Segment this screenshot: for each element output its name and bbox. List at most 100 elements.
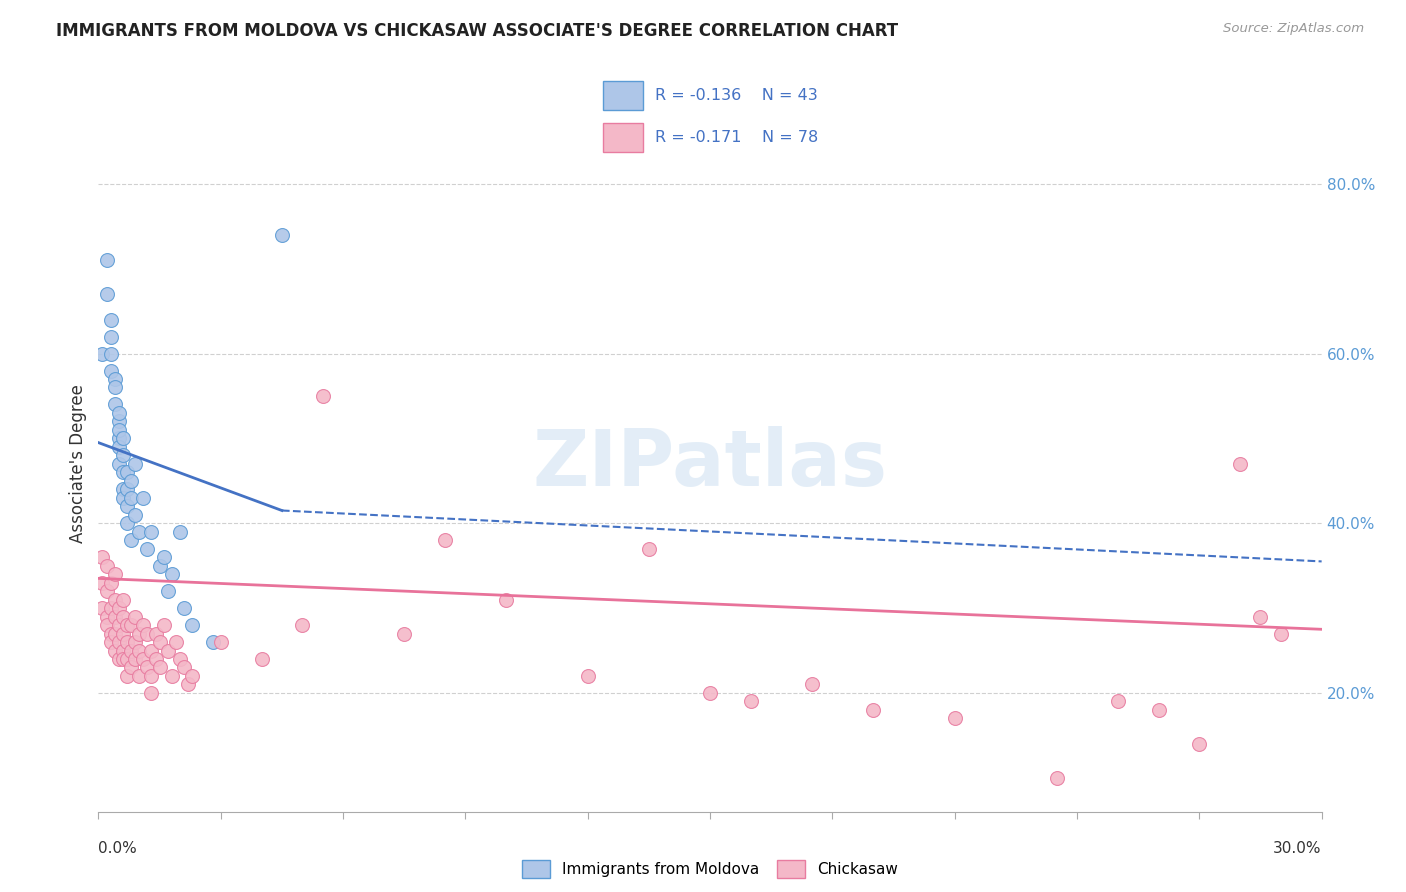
- Point: [100, 626, 122, 640]
- FancyBboxPatch shape: [603, 81, 643, 110]
- Point: [120, 643, 142, 657]
- Point: [104, 372, 127, 386]
- Point: [108, 457, 131, 471]
- Point: [100, 312, 122, 326]
- Point: [177, 677, 200, 691]
- Point: [108, 406, 131, 420]
- Text: IMMIGRANTS FROM MOLDOVA VS CHICKASAW ASSOCIATE'S DEGREE CORRELATION CHART: IMMIGRANTS FROM MOLDOVA VS CHICKASAW ASS…: [56, 22, 898, 40]
- Point: [96, 253, 118, 268]
- Point: [1229, 457, 1251, 471]
- Point: [108, 618, 131, 632]
- Point: [1270, 626, 1292, 640]
- Point: [111, 466, 134, 480]
- Text: Source: ZipAtlas.com: Source: ZipAtlas.com: [1223, 22, 1364, 36]
- Point: [111, 448, 134, 462]
- Point: [169, 524, 191, 539]
- Point: [115, 635, 138, 649]
- Point: [100, 635, 122, 649]
- Point: [141, 643, 163, 657]
- Point: [108, 431, 131, 445]
- Point: [104, 397, 127, 411]
- Point: [96, 584, 118, 599]
- Point: [165, 635, 187, 649]
- Text: 30.0%: 30.0%: [1274, 841, 1322, 856]
- Point: [181, 669, 204, 683]
- Point: [495, 592, 517, 607]
- Point: [111, 483, 134, 497]
- Point: [136, 660, 159, 674]
- FancyBboxPatch shape: [603, 123, 643, 152]
- Point: [201, 635, 224, 649]
- Point: [740, 694, 762, 708]
- Point: [862, 703, 884, 717]
- Point: [699, 686, 721, 700]
- Point: [100, 601, 122, 615]
- Point: [108, 652, 131, 666]
- Point: [91, 346, 114, 360]
- Point: [96, 609, 118, 624]
- Point: [124, 457, 146, 471]
- Point: [576, 669, 599, 683]
- Point: [128, 669, 150, 683]
- Point: [120, 491, 142, 505]
- Point: [120, 660, 142, 674]
- Point: [111, 643, 134, 657]
- Point: [156, 643, 179, 657]
- Point: [312, 389, 335, 403]
- Point: [115, 618, 138, 632]
- Point: [124, 609, 146, 624]
- Point: [173, 601, 195, 615]
- Point: [132, 491, 155, 505]
- Point: [111, 609, 134, 624]
- Text: R = -0.171    N = 78: R = -0.171 N = 78: [655, 130, 818, 145]
- Point: [100, 363, 122, 377]
- Point: [91, 550, 114, 565]
- Point: [141, 669, 163, 683]
- Point: [160, 669, 183, 683]
- Point: [108, 423, 131, 437]
- Point: [115, 669, 138, 683]
- Text: 0.0%: 0.0%: [98, 841, 138, 856]
- Point: [115, 652, 138, 666]
- Point: [111, 626, 134, 640]
- Point: [291, 618, 314, 632]
- Point: [132, 618, 155, 632]
- Point: [149, 558, 172, 573]
- Point: [145, 626, 167, 640]
- Point: [96, 558, 118, 573]
- Point: [152, 550, 174, 565]
- Point: [124, 635, 146, 649]
- Point: [120, 474, 142, 488]
- Y-axis label: Associate's Degree: Associate's Degree: [69, 384, 87, 543]
- Point: [91, 575, 114, 590]
- Point: [149, 635, 172, 649]
- Point: [128, 643, 150, 657]
- Point: [120, 533, 142, 548]
- Legend: Immigrants from Moldova, Chickasaw: Immigrants from Moldova, Chickasaw: [516, 855, 904, 884]
- Point: [104, 592, 127, 607]
- Point: [128, 524, 150, 539]
- Point: [104, 609, 127, 624]
- Point: [108, 440, 131, 454]
- Point: [1045, 771, 1069, 785]
- Point: [152, 618, 174, 632]
- Point: [434, 533, 457, 548]
- Point: [250, 652, 273, 666]
- Point: [270, 227, 294, 242]
- Point: [160, 567, 183, 582]
- Point: [108, 414, 131, 428]
- Point: [96, 287, 118, 301]
- Point: [136, 541, 159, 556]
- Text: ZIPatlas: ZIPatlas: [533, 425, 887, 502]
- Point: [115, 466, 138, 480]
- Point: [124, 652, 146, 666]
- Point: [132, 652, 155, 666]
- Point: [104, 380, 127, 394]
- Point: [120, 618, 142, 632]
- Point: [169, 652, 191, 666]
- Point: [128, 626, 150, 640]
- Point: [141, 686, 163, 700]
- Point: [1249, 609, 1271, 624]
- Point: [108, 601, 131, 615]
- Point: [136, 626, 159, 640]
